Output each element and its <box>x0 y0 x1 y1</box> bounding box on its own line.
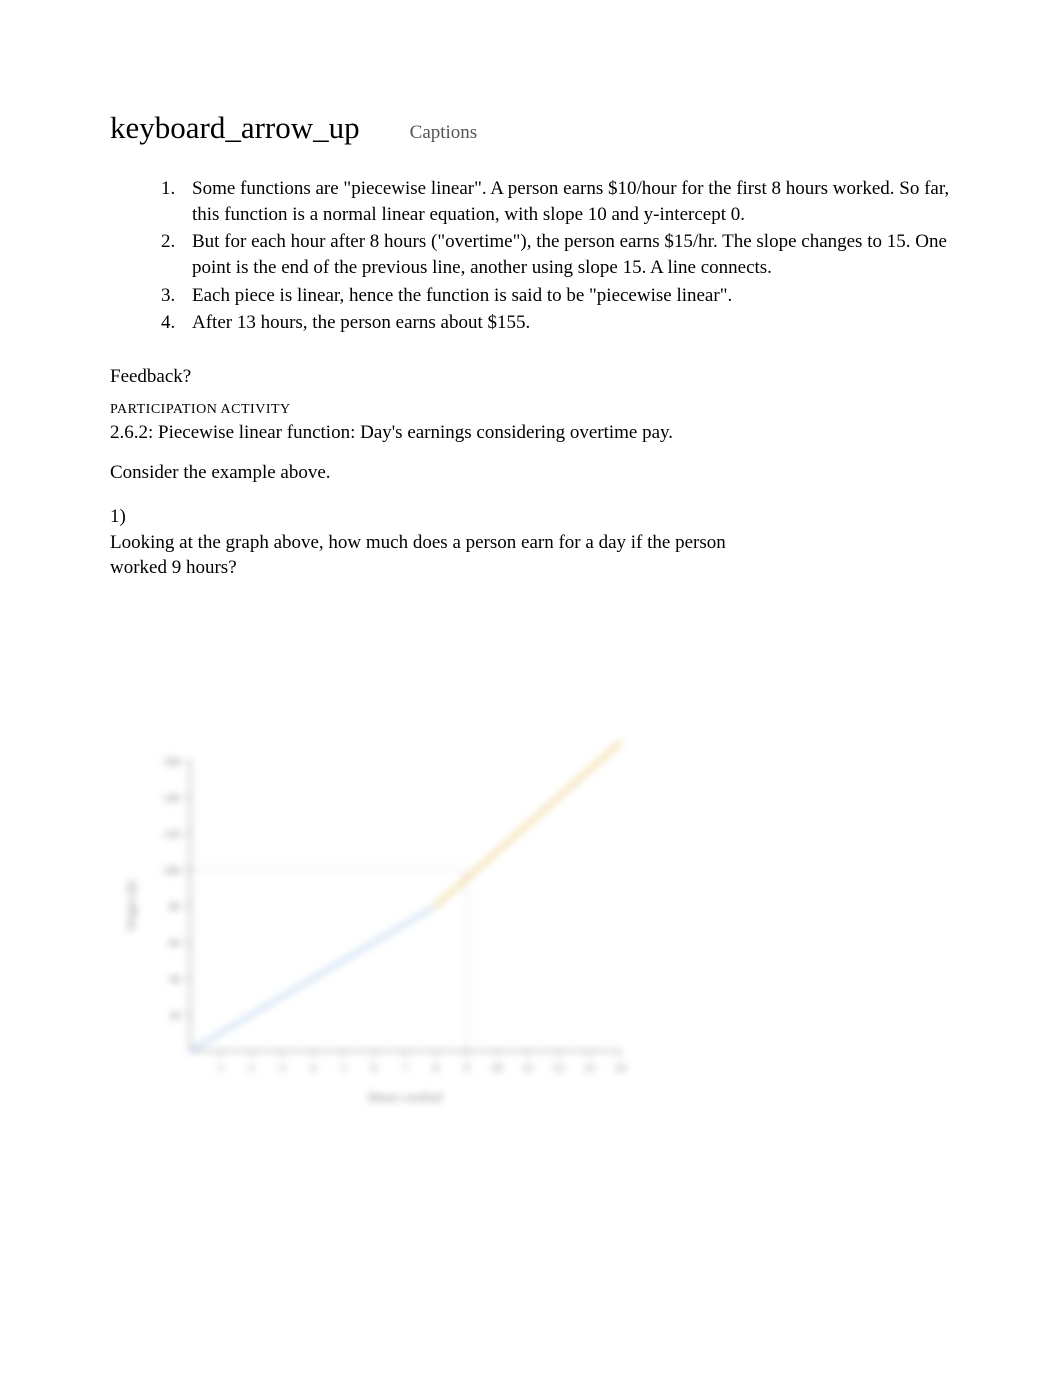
feedback-link[interactable]: Feedback? <box>110 366 952 388</box>
chart-container: 204060801001201401601234567891011121314W… <box>110 741 952 1131</box>
caption-item: Some functions are "piecewise linear". A… <box>180 176 952 227</box>
svg-text:7: 7 <box>402 1062 408 1074</box>
svg-text:1: 1 <box>218 1062 224 1074</box>
svg-text:14: 14 <box>615 1062 627 1074</box>
caption-item: After 13 hours, the person earns about $… <box>180 310 952 336</box>
consider-instruction: Consider the example above. <box>110 462 952 484</box>
svg-text:13: 13 <box>584 1062 596 1074</box>
svg-text:6: 6 <box>372 1062 378 1074</box>
svg-text:12: 12 <box>553 1062 565 1074</box>
svg-text:5: 5 <box>341 1062 347 1074</box>
svg-text:80: 80 <box>169 901 181 913</box>
question-text: Looking at the graph above, how much doe… <box>110 530 730 581</box>
svg-text:Wages ($): Wages ($) <box>124 881 138 931</box>
participation-activity-label: PARTICIPATION ACTIVITY <box>110 402 952 418</box>
svg-text:2: 2 <box>249 1062 255 1074</box>
svg-text:60: 60 <box>169 937 181 949</box>
piecewise-chart: 204060801001201401601234567891011121314W… <box>110 741 670 1131</box>
caption-item: But for each hour after 8 hours ("overti… <box>180 229 952 280</box>
captions-list: Some functions are "piecewise linear". A… <box>110 176 952 336</box>
svg-text:20: 20 <box>169 1010 181 1022</box>
svg-text:10: 10 <box>492 1062 504 1074</box>
captions-heading: Captions <box>410 122 478 144</box>
svg-text:40: 40 <box>169 974 181 986</box>
svg-text:9: 9 <box>464 1062 470 1074</box>
keyboard-arrow-text: keyboard_arrow_up <box>110 110 360 146</box>
svg-text:3: 3 <box>279 1062 285 1074</box>
svg-text:8: 8 <box>433 1062 439 1074</box>
svg-text:160: 160 <box>164 756 181 768</box>
svg-text:140: 140 <box>164 792 181 804</box>
svg-text:4: 4 <box>310 1062 316 1074</box>
svg-text:100: 100 <box>164 865 181 877</box>
svg-text:120: 120 <box>164 829 181 841</box>
activity-title: 2.6.2: Piecewise linear function: Day's … <box>110 422 952 444</box>
svg-text:11: 11 <box>523 1062 533 1074</box>
question-number: 1) <box>110 506 952 528</box>
caption-item: Each piece is linear, hence the function… <box>180 283 952 309</box>
svg-text:Hours worked: Hours worked <box>368 1090 442 1104</box>
